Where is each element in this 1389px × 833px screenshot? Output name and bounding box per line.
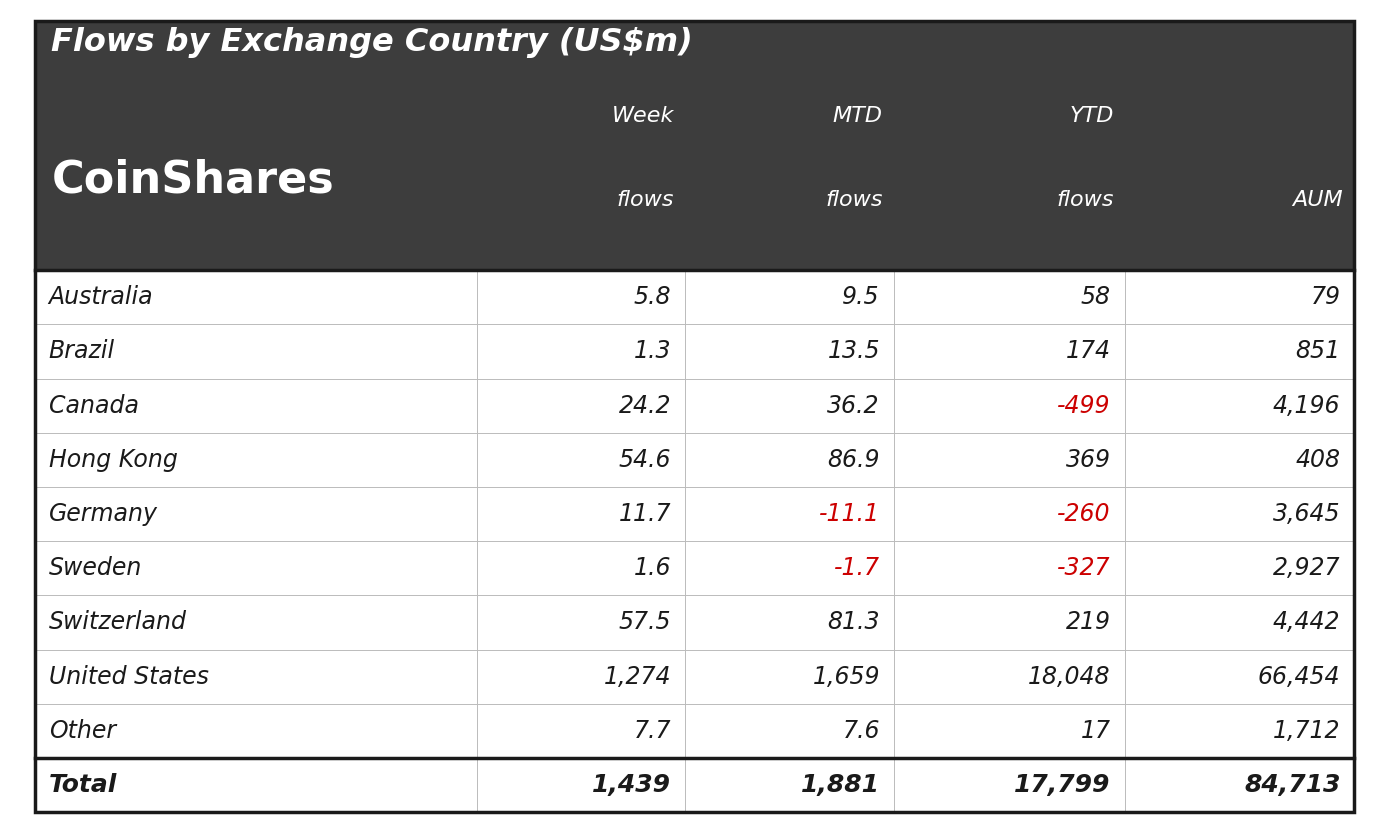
Text: 24.2: 24.2	[619, 394, 671, 417]
Text: 369: 369	[1065, 448, 1111, 471]
Text: YTD: YTD	[1070, 106, 1114, 126]
Text: 57.5: 57.5	[619, 611, 671, 635]
Bar	[35, 596, 1354, 650]
Text: 36.2: 36.2	[828, 394, 879, 417]
Text: Brazil: Brazil	[49, 339, 115, 363]
Bar	[35, 270, 1354, 324]
Text: Total: Total	[49, 773, 117, 797]
Text: 9.5: 9.5	[842, 285, 879, 309]
Text: 408: 408	[1296, 448, 1340, 471]
Text: Australia: Australia	[49, 285, 153, 309]
Text: 2,927: 2,927	[1272, 556, 1340, 581]
Bar	[35, 650, 1354, 704]
Text: Switzerland: Switzerland	[49, 611, 186, 635]
Text: Canada: Canada	[49, 394, 139, 417]
Bar	[35, 378, 1354, 432]
Text: 86.9: 86.9	[828, 448, 879, 471]
Text: 17: 17	[1081, 719, 1111, 743]
Text: 1,439: 1,439	[592, 773, 671, 797]
Text: 84,713: 84,713	[1245, 773, 1340, 797]
Bar	[35, 324, 1354, 378]
Text: 4,196: 4,196	[1272, 394, 1340, 417]
Text: 174: 174	[1065, 339, 1111, 363]
Text: -260: -260	[1057, 502, 1111, 526]
Text: flows: flows	[617, 190, 674, 210]
Text: -1.7: -1.7	[833, 556, 879, 581]
Text: 1,274: 1,274	[604, 665, 671, 689]
Text: 4,442: 4,442	[1272, 611, 1340, 635]
Text: flows: flows	[1056, 190, 1114, 210]
Text: 1,659: 1,659	[813, 665, 879, 689]
Text: Germany: Germany	[49, 502, 157, 526]
Text: 18,048: 18,048	[1028, 665, 1111, 689]
Text: Hong Kong: Hong Kong	[49, 448, 178, 471]
Text: 7.6: 7.6	[842, 719, 879, 743]
Text: 13.5: 13.5	[828, 339, 879, 363]
Text: 5.8: 5.8	[633, 285, 671, 309]
Bar	[35, 758, 1354, 812]
Text: MTD: MTD	[832, 106, 882, 126]
Text: 851: 851	[1296, 339, 1340, 363]
Text: -11.1: -11.1	[820, 502, 879, 526]
Text: 66,454: 66,454	[1258, 665, 1340, 689]
Text: United States: United States	[49, 665, 208, 689]
Text: 1.3: 1.3	[633, 339, 671, 363]
Bar	[35, 704, 1354, 758]
Text: Sweden: Sweden	[49, 556, 142, 581]
Text: -499: -499	[1057, 394, 1111, 417]
Text: Flows by Exchange Country (US$m): Flows by Exchange Country (US$m)	[51, 27, 693, 58]
Text: 1,712: 1,712	[1272, 719, 1340, 743]
Text: 1,881: 1,881	[801, 773, 879, 797]
Bar	[35, 487, 1354, 541]
Text: 3,645: 3,645	[1272, 502, 1340, 526]
Text: -327: -327	[1057, 556, 1111, 581]
Text: 219: 219	[1065, 611, 1111, 635]
Text: 7.7: 7.7	[633, 719, 671, 743]
Text: CoinShares: CoinShares	[51, 159, 335, 202]
Bar	[35, 541, 1354, 596]
Text: 11.7: 11.7	[619, 502, 671, 526]
Text: flows: flows	[825, 190, 882, 210]
Text: 1.6: 1.6	[633, 556, 671, 581]
Text: 79: 79	[1310, 285, 1340, 309]
Text: 81.3: 81.3	[828, 611, 879, 635]
Bar	[35, 432, 1354, 487]
Bar	[35, 21, 1354, 270]
Text: 17,799: 17,799	[1014, 773, 1111, 797]
Text: AUM: AUM	[1292, 190, 1343, 210]
Text: 54.6: 54.6	[619, 448, 671, 471]
Text: Other: Other	[49, 719, 115, 743]
Text: Week: Week	[611, 106, 674, 126]
Text: 58: 58	[1081, 285, 1111, 309]
